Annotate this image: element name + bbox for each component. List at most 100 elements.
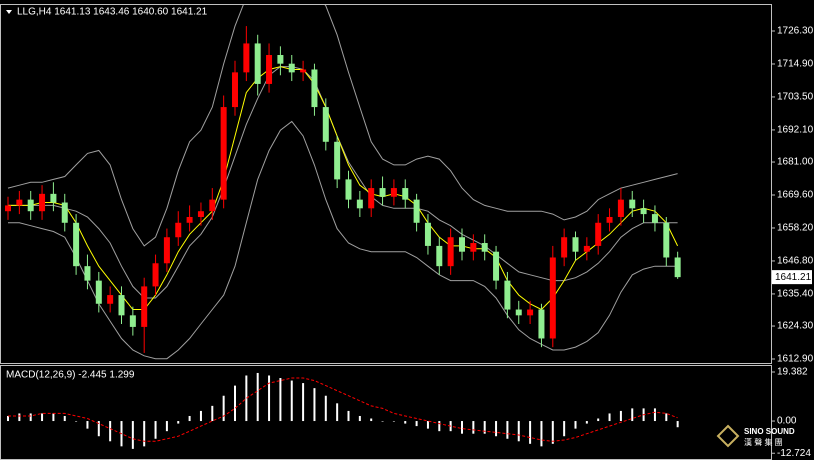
macd-bar: [75, 421, 78, 422]
macd-bar: [290, 380, 293, 422]
candle-body: [504, 280, 511, 310]
macd-bar: [619, 410, 622, 422]
candle-body: [175, 222, 182, 238]
candle-body: [61, 202, 68, 223]
candle-body: [107, 295, 114, 304]
macd-bar: [653, 408, 656, 422]
candle-body: [617, 199, 624, 217]
price-panel-border: [0, 4, 772, 364]
macd-bar: [211, 405, 214, 422]
y-tick-label: -12.724: [777, 448, 811, 459]
candle-body: [197, 211, 204, 217]
candle-body: [16, 199, 23, 206]
candle-body: [527, 309, 534, 316]
candle-body: [515, 309, 522, 316]
candle-body: [243, 43, 250, 73]
candle-body: [402, 188, 409, 200]
macd-bar: [245, 375, 248, 422]
candle-body: [209, 199, 216, 212]
macd-bar: [597, 418, 600, 422]
last-price-box: [772, 270, 812, 285]
candle-body: [266, 55, 273, 84]
moving-average: [8, 66, 679, 311]
candle-body: [583, 245, 590, 252]
macd-bar: [495, 421, 498, 437]
macd-bar: [18, 413, 21, 422]
macd-bar: [131, 421, 134, 449]
y-tick-label: 1624.30: [777, 321, 814, 332]
candle-body: [311, 69, 318, 108]
macd-bar: [188, 415, 191, 422]
candle-body: [663, 222, 670, 258]
candle-body: [459, 237, 465, 252]
last-price-label: 1641.21: [775, 272, 812, 283]
macd-bar: [256, 372, 259, 422]
macd-bar: [324, 395, 327, 422]
macd-bar: [665, 413, 668, 422]
macd-bar: [631, 408, 634, 422]
macd-bar: [86, 421, 89, 429]
menu-arrow[interactable]: [6, 10, 12, 14]
logo: SINO SOUND 漢 聲 集 團: [716, 424, 795, 448]
macd-bar: [52, 413, 55, 422]
macd-bar: [506, 421, 509, 439]
candle-body: [84, 266, 91, 281]
bollinger-band: [8, 66, 678, 299]
macd-bar: [461, 421, 463, 434]
macd-bar: [551, 421, 554, 444]
macd-bar: [381, 421, 384, 422]
candle-body: [5, 205, 11, 212]
y-tick-label: 1646.80: [777, 256, 814, 267]
chart-title: LLG,H4 1641.13 1643.46 1640.60 1641.21: [17, 7, 208, 18]
macd-bar: [154, 421, 157, 439]
y-tick-label: 1703.50: [777, 92, 814, 103]
candle-body: [254, 43, 261, 84]
macd-bar: [540, 421, 543, 447]
y-tick-label: 1669.60: [777, 190, 814, 201]
macd-bar: [370, 418, 373, 422]
candle-body: [470, 243, 477, 252]
macd-bar: [358, 415, 361, 422]
candle-body: [334, 141, 341, 180]
macd-bar: [199, 410, 202, 422]
candle-body: [118, 295, 125, 316]
macd-bar: [279, 378, 282, 422]
macd-bar: [438, 421, 441, 432]
candle-body: [606, 216, 613, 223]
candle-body: [538, 309, 545, 339]
macd-bar: [29, 413, 32, 422]
candle-body: [232, 72, 238, 108]
macd-bar: [404, 421, 407, 424]
candle-body: [345, 179, 352, 200]
candle-body: [288, 63, 295, 73]
candle-body: [152, 263, 159, 287]
candle-body: [368, 188, 375, 209]
candle-body: [277, 55, 284, 64]
candle-body: [390, 188, 397, 197]
bollinger-band: [8, 120, 678, 360]
candle-body: [674, 257, 681, 278]
candle-body: [186, 216, 193, 223]
macd-bar: [392, 421, 395, 422]
macd-bar: [608, 413, 611, 422]
candle-body: [129, 315, 136, 327]
macd-bar: [222, 395, 225, 422]
candle-body: [424, 222, 431, 246]
macd-bar: [563, 421, 566, 437]
candle-body: [95, 280, 102, 304]
candle-body: [322, 107, 329, 142]
macd-bar: [234, 385, 236, 422]
candle-body: [561, 237, 568, 258]
candle-body: [413, 199, 420, 223]
macd-bar: [336, 403, 339, 422]
candle-body: [493, 251, 500, 281]
candle-body: [379, 188, 386, 197]
y-tick-label: 19.382: [777, 367, 808, 378]
macd-bar: [302, 383, 305, 422]
macd-bar: [177, 421, 180, 424]
candle-body: [549, 257, 556, 339]
candle-body: [651, 214, 658, 223]
macd-bar: [109, 421, 112, 442]
y-tick-label: 1714.90: [777, 59, 814, 70]
